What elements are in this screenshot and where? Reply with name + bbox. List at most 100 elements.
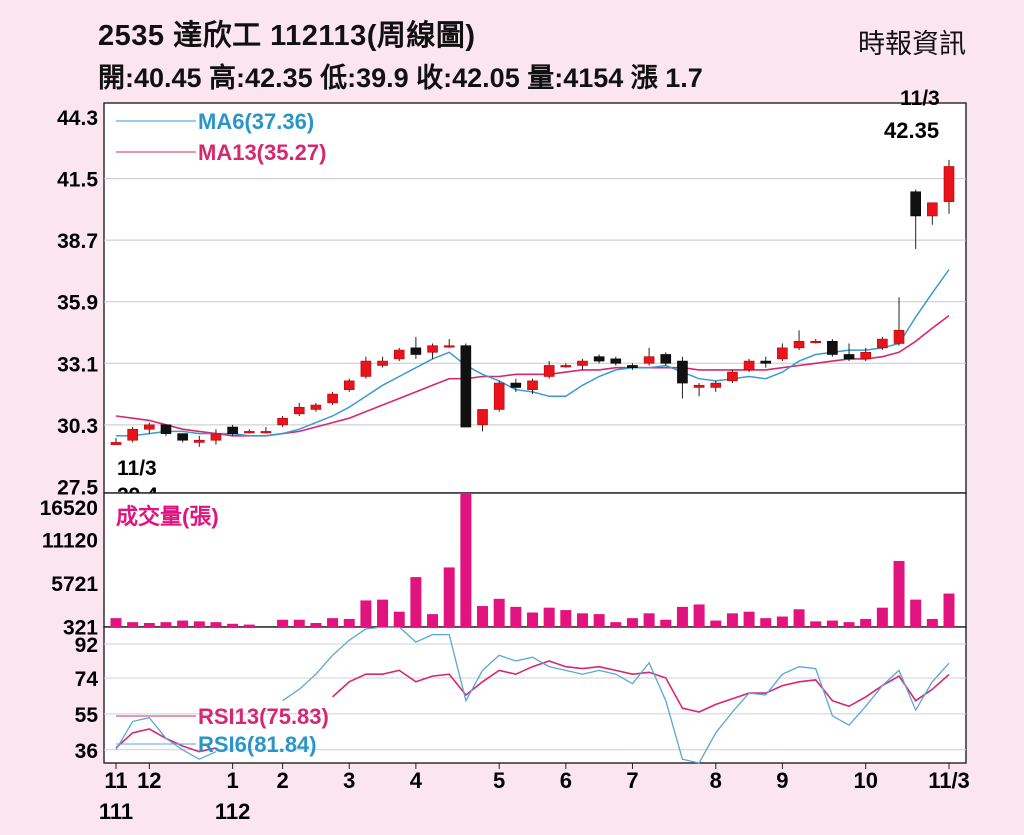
price-tick-label: 27.5 <box>57 476 98 499</box>
candle-body <box>493 382 505 410</box>
price-tick-label: 30.3 <box>57 415 98 438</box>
volume-bar <box>860 618 872 627</box>
volume-bar <box>277 619 289 627</box>
volume-bar <box>110 618 122 627</box>
legend-ma6: MA6(37.36) <box>198 109 314 134</box>
volume-bar <box>693 604 705 627</box>
panel-backgrounds <box>103 102 967 764</box>
x-tick-year-label: 111 <box>99 799 133 824</box>
volume-bar <box>793 609 805 627</box>
x-tick-year-label: 112 <box>215 799 251 824</box>
volume-bar <box>527 612 538 627</box>
x-tick-label: 4 <box>410 768 423 793</box>
candle-body <box>477 409 488 426</box>
volume-bar <box>543 607 555 627</box>
candle-body <box>443 345 455 348</box>
candle-body <box>693 384 705 388</box>
volume-panel <box>103 492 967 628</box>
volume-bar <box>310 622 322 627</box>
candle-body <box>893 329 905 344</box>
x-tick-label: 3 <box>343 768 355 793</box>
x-tick-label: 7 <box>626 768 638 793</box>
price-tick-label: 35.9 <box>57 292 98 315</box>
volume-bar <box>843 622 855 627</box>
rsi-tick-label: 55 <box>75 704 99 727</box>
volume-bar <box>193 621 205 627</box>
candle-body <box>743 360 755 371</box>
candle-body <box>310 404 322 410</box>
volume-bar <box>676 606 688 627</box>
rsi-tick-label: 74 <box>75 668 99 691</box>
rsi-tick-label: 36 <box>75 740 98 763</box>
candle-body <box>610 358 622 364</box>
volume-bar <box>210 622 222 627</box>
volume-bar <box>227 623 239 627</box>
candle-body <box>293 406 305 415</box>
volume-bar <box>510 606 522 627</box>
volume-bar <box>643 613 655 627</box>
x-tick-label: 2 <box>276 768 288 793</box>
volume-tick-label: 11120 <box>42 529 98 552</box>
volume-bar <box>810 621 822 627</box>
volume-tick-label: 5721 <box>51 573 98 596</box>
volume-bar <box>460 494 472 627</box>
volume-bar <box>127 622 139 627</box>
candle-body <box>777 347 788 360</box>
price-panel <box>103 102 967 494</box>
price-tick-label: 33.1 <box>57 353 98 376</box>
x-tick-label: 6 <box>560 768 572 793</box>
x-tick-label: 9 <box>776 768 788 793</box>
candle-body <box>393 349 405 360</box>
annotation-low: 11/3 <box>117 457 157 480</box>
volume-bar <box>160 622 172 627</box>
volume-bar <box>876 607 888 627</box>
x-tick-label: 1 <box>226 768 238 793</box>
volume-bar <box>360 600 372 627</box>
price-tick-label: 41.5 <box>57 169 98 192</box>
candle-body <box>627 365 638 368</box>
candle-body <box>660 354 672 364</box>
candle-body <box>943 166 955 202</box>
candle-body <box>343 380 355 390</box>
legend-rsi6: RSI6(81.84) <box>198 732 317 757</box>
candle-body <box>710 382 722 388</box>
candle-body <box>810 340 822 344</box>
volume-bar <box>893 560 905 627</box>
volume-bar <box>443 567 455 627</box>
volume-bar <box>610 622 622 627</box>
x-tick-label: 11 <box>104 768 127 793</box>
candle-body <box>510 382 522 388</box>
volume-bar <box>743 611 755 627</box>
volume-bar <box>327 618 339 627</box>
x-tick-label: 8 <box>710 768 722 793</box>
candle-body <box>410 347 422 355</box>
chart-title: 2535 達欣工 112113(周線圖) <box>98 20 476 52</box>
candle-body <box>260 431 272 434</box>
rsi-panel <box>103 626 967 764</box>
volume-bar <box>826 620 838 627</box>
candle-body <box>543 365 555 377</box>
annotation-low-date: 11/3 <box>117 457 157 480</box>
candle-body <box>460 345 472 428</box>
annotation-low-value: 29.4 <box>117 484 158 507</box>
volume-bar <box>776 616 788 627</box>
volume-bar <box>293 619 305 627</box>
volume-bar <box>710 620 722 627</box>
legend-rsi13: RSI13(75.83) <box>198 704 329 729</box>
axis-labels: 44.341.538.735.933.130.327.5165201112057… <box>40 107 970 824</box>
legend-ma13: MA13(35.27) <box>198 140 326 165</box>
annotation-high-date: 11/3 <box>900 87 940 110</box>
volume-bar <box>593 614 605 627</box>
volume-bar <box>393 611 405 627</box>
candle-body <box>527 380 538 390</box>
candle-body <box>194 439 205 443</box>
rsi6-line <box>115 626 950 764</box>
candle-body <box>793 340 805 349</box>
legend-volume: 成交量(張) <box>116 504 219 529</box>
price-tick-label: 38.7 <box>57 230 98 253</box>
volume-bar <box>943 593 955 627</box>
candle-body <box>843 354 855 360</box>
candle-body <box>910 191 921 217</box>
candle-body <box>427 345 438 353</box>
volume-bar <box>910 599 922 627</box>
